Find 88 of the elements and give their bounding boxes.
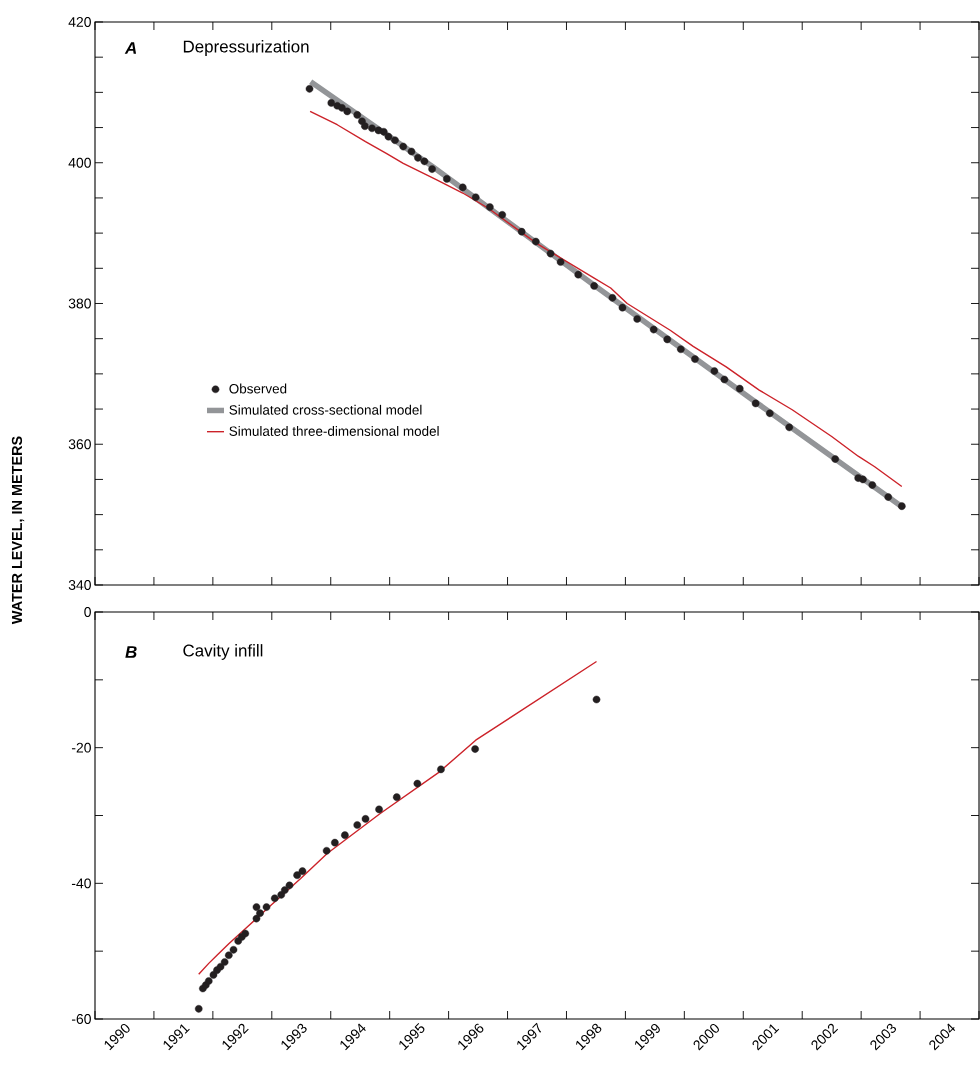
- point: [280, 886, 289, 894]
- point: [751, 399, 760, 408]
- point: [691, 355, 699, 363]
- y-tick-label: 360: [68, 439, 91, 450]
- point: [556, 258, 565, 266]
- point: [341, 831, 349, 839]
- y-tick-label: -60: [71, 1014, 91, 1024]
- point: [720, 375, 729, 384]
- point: [884, 493, 893, 501]
- point: [785, 423, 794, 432]
- point: [361, 815, 370, 823]
- point: [343, 107, 352, 116]
- point: [224, 951, 233, 960]
- point: [368, 124, 376, 133]
- y-tick-label: -20: [71, 742, 91, 753]
- point: [677, 345, 685, 354]
- point: [407, 147, 416, 156]
- point: [379, 127, 388, 136]
- point: [256, 909, 264, 917]
- y-tick-label: 340: [68, 580, 91, 590]
- point: [868, 481, 877, 489]
- point: [241, 929, 250, 938]
- point: [399, 142, 408, 151]
- point: [898, 502, 906, 510]
- point: [517, 227, 526, 236]
- point: [194, 1005, 203, 1013]
- point: [608, 294, 617, 302]
- point: [353, 111, 362, 119]
- y-tick-label: 0: [84, 607, 91, 617]
- annotation: B: [125, 646, 137, 658]
- line-series: [198, 660, 598, 975]
- point: [384, 132, 393, 141]
- point: [305, 85, 314, 93]
- point: [590, 282, 598, 290]
- annotation: A: [124, 42, 137, 54]
- point: [546, 249, 555, 258]
- point: [293, 871, 301, 879]
- point: [220, 958, 229, 966]
- point: [831, 455, 840, 463]
- point: [437, 765, 445, 774]
- point: [204, 977, 213, 985]
- point: [392, 793, 401, 801]
- point: [592, 695, 601, 704]
- legend-label: Simulated three-dimensional model: [229, 426, 439, 436]
- point: [262, 903, 271, 911]
- point: [859, 475, 867, 484]
- point: [486, 203, 494, 211]
- y-tick-label: 420: [68, 17, 91, 27]
- y-axis-title: WATER LEVEL, IN METERS: [11, 436, 25, 625]
- point: [710, 367, 719, 375]
- point: [735, 384, 744, 393]
- point: [252, 914, 261, 923]
- point: [298, 867, 307, 875]
- point: [216, 962, 225, 971]
- text: Depressurization: [183, 40, 309, 56]
- point: [428, 165, 436, 173]
- point: [633, 315, 641, 323]
- point: [618, 303, 627, 312]
- point: [458, 183, 467, 192]
- point: [663, 335, 672, 344]
- point: [649, 325, 658, 334]
- point: [327, 99, 336, 107]
- y-tick-label: 400: [68, 157, 91, 168]
- legend-label: Observed: [229, 383, 287, 394]
- text: Cavity infill: [183, 644, 263, 660]
- point: [471, 193, 480, 202]
- point: [532, 237, 540, 246]
- point: [331, 838, 339, 847]
- point: [420, 157, 429, 166]
- y-tick-label: 380: [68, 298, 91, 309]
- point: [322, 846, 331, 855]
- point: [252, 903, 261, 911]
- point: [229, 946, 238, 954]
- point: [574, 270, 583, 279]
- point: [270, 894, 279, 903]
- y-tick-label: -40: [71, 878, 91, 889]
- point: [413, 779, 422, 788]
- point: [391, 136, 399, 145]
- legend-label: Simulated cross-sectional model: [229, 404, 422, 415]
- point: [285, 881, 294, 890]
- point: [414, 154, 422, 162]
- point: [498, 211, 507, 219]
- point: [443, 175, 451, 183]
- point: [471, 745, 479, 753]
- point: [353, 821, 362, 829]
- point: [766, 409, 774, 418]
- point: [361, 122, 369, 130]
- point: [375, 805, 383, 814]
